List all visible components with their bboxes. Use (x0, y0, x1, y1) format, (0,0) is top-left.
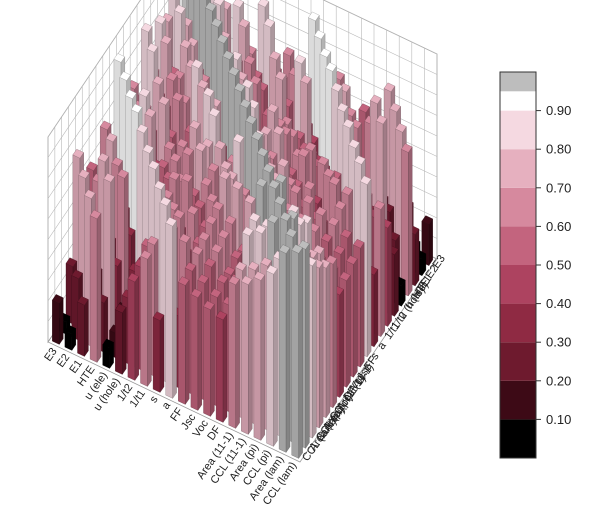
colorbar-bin (500, 110, 536, 150)
colorbar-bin (500, 303, 536, 343)
colorbar-tick-label: 0.50 (546, 258, 571, 273)
bar (278, 244, 291, 453)
bar (152, 311, 165, 393)
colorbar-bin (500, 187, 536, 227)
bar (89, 209, 102, 363)
bar (165, 216, 177, 399)
colorbar-bin (500, 380, 536, 420)
colorbar-bin (500, 91, 536, 111)
colorbar-bin (500, 342, 536, 381)
colorbar-tick-label: 0.80 (546, 142, 571, 157)
colorbar-bin (500, 265, 536, 304)
grid-line (47, 0, 438, 138)
colorbar-tick-label: 0.20 (546, 373, 571, 388)
bar (253, 271, 266, 441)
bar (203, 300, 215, 417)
grid-line (47, 0, 438, 199)
colorbar-tick-label: 0.30 (546, 335, 571, 350)
colorbar-bin (500, 419, 536, 458)
grid-line (47, 0, 438, 179)
x-tick-label: s (148, 393, 161, 405)
bar (291, 244, 303, 459)
bar (421, 215, 433, 267)
colorbar-tick-label: 0.40 (546, 296, 571, 311)
bar (401, 143, 413, 297)
grid-line (47, 0, 438, 158)
bar (140, 250, 152, 387)
bar (178, 276, 190, 405)
bar (115, 303, 127, 375)
colorbar-bin (500, 72, 536, 92)
colorbar-tick-label: 0.90 (546, 103, 571, 118)
bar (241, 275, 253, 435)
colorbar: 0.10 0.20 0.30 0.40 0.50 0.60 0.70 0.80 0.90 (499, 71, 571, 459)
y-tick-label: s (369, 350, 382, 362)
colorbar-tick-label: 0.60 (546, 219, 571, 234)
y-tick-label: a (376, 339, 390, 352)
bar (77, 295, 89, 357)
colorbar-bin (500, 226, 536, 265)
bar (266, 264, 278, 447)
bar (64, 324, 77, 351)
bar (127, 272, 140, 381)
bars (52, 0, 433, 459)
bar (215, 310, 228, 423)
colorbar-tick-label: 0.10 (546, 412, 571, 427)
bar (102, 338, 114, 369)
colorbar-bin (500, 149, 536, 188)
bar (190, 288, 203, 411)
bar (228, 275, 240, 429)
colorbar-tick-label: 0.70 (546, 180, 571, 195)
bar (52, 294, 64, 345)
